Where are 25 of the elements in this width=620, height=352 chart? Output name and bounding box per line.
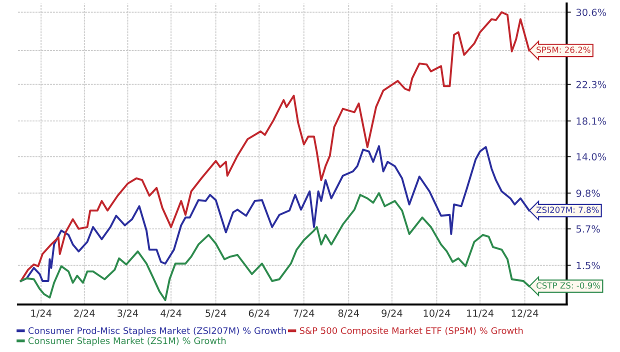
x-tick-label: 6/24 [248,310,270,318]
annotation: CSTP ZS: -0.9% [536,282,600,289]
x-tick-label: 1/24 [31,310,52,318]
x-tick-label: 4/24 [160,310,182,318]
annotation: SP5M: 26.2% [536,46,590,53]
y-tick-label: 22.3% [576,80,606,88]
x-tick-label: 7/24 [294,310,314,318]
x-tick-label: 10/24 [424,310,450,318]
y-tick-label: 30.6% [576,8,606,16]
y-tick-label: 5.7% [576,225,600,233]
x-tick-label: 5/24 [206,310,226,318]
y-tick-label: 18.1% [576,117,606,125]
x-tick-label: 11/24 [467,310,494,318]
y-tick-label: 1.5% [576,262,600,270]
x-tick-label: 12/24 [512,310,538,318]
x-tick-label: 3/24 [118,310,138,318]
x-tick-label: 2/24 [74,310,95,318]
annotation: ZSI207M: 7.8% [536,206,599,213]
legend-label: S&P 500 Composite Market ETF (SP5M) % Growth [300,327,523,336]
legend-label: Consumer Prod-Misc Staples Market (ZSI207M) % Growth [28,327,286,336]
y-tick-label: 9.8% [576,190,600,197]
legend-label: Consumer Staples Market (ZS1M) % Growth [28,337,226,346]
y-tick-label: 14.0% [576,153,606,160]
x-tick-label: 8/24 [338,310,360,318]
x-tick-label: 9/24 [382,310,402,318]
